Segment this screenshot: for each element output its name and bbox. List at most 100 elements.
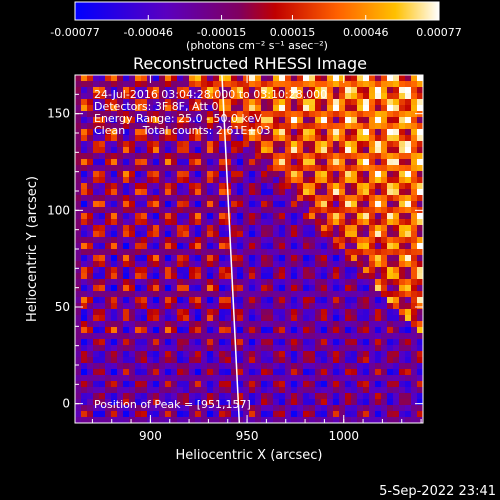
heatmap-cell — [81, 261, 88, 268]
heatmap-cell — [375, 405, 382, 412]
heatmap-cell — [213, 189, 220, 196]
heatmap-cell — [363, 189, 370, 196]
heatmap-cell — [195, 141, 202, 148]
heatmap-cell — [321, 399, 328, 406]
heatmap-cell — [327, 189, 334, 196]
heatmap-cell — [105, 387, 112, 394]
heatmap-cell — [267, 339, 274, 346]
heatmap-cell — [369, 303, 376, 310]
heatmap-cell — [411, 333, 418, 340]
heatmap-cell — [93, 135, 100, 142]
heatmap-cell — [81, 357, 88, 364]
heatmap-cell — [351, 213, 358, 220]
heatmap-cell — [345, 381, 352, 388]
heatmap-cell — [399, 183, 406, 190]
heatmap-cell — [273, 417, 280, 423]
heatmap-cell — [111, 93, 118, 100]
heatmap-cell — [327, 333, 334, 340]
heatmap-cell — [105, 117, 112, 124]
heatmap-cell — [135, 159, 142, 166]
heatmap-cell — [405, 105, 412, 112]
heatmap-cell — [315, 243, 322, 250]
heatmap-cell — [207, 285, 214, 292]
heatmap-cell — [405, 411, 412, 418]
heatmap-cell — [255, 285, 262, 292]
heatmap-cell — [129, 333, 136, 340]
heatmap-cell — [225, 351, 232, 358]
heatmap-cell — [159, 75, 166, 82]
heatmap-cell — [105, 147, 112, 154]
heatmap-cell — [309, 285, 316, 292]
heatmap-cell — [141, 345, 148, 352]
heatmap-cell — [393, 153, 400, 160]
heatmap-cell — [219, 93, 226, 100]
heatmap-cell — [405, 387, 412, 394]
heatmap-cell — [321, 87, 328, 94]
heatmap-cell — [351, 309, 358, 316]
heatmap-cell — [135, 375, 142, 382]
heatmap-cell — [345, 153, 352, 160]
heatmap-cell — [405, 171, 412, 178]
heatmap-cell — [315, 189, 322, 196]
heatmap-cell — [375, 363, 382, 370]
heatmap-cell — [129, 129, 136, 136]
heatmap-cell — [213, 213, 220, 220]
heatmap-cell — [87, 393, 94, 400]
heatmap-cell — [177, 303, 184, 310]
heatmap-cell — [399, 117, 406, 124]
heatmap-cell — [399, 195, 406, 202]
heatmap-cell — [327, 399, 334, 406]
heatmap-cell — [357, 147, 364, 154]
heatmap-cell — [159, 375, 166, 382]
heatmap-cell — [273, 195, 280, 202]
heatmap-cell — [207, 417, 214, 423]
heatmap-cell — [345, 369, 352, 376]
heatmap-cell — [393, 273, 400, 280]
heatmap-cell — [249, 303, 256, 310]
heatmap-cell — [249, 219, 256, 226]
heatmap-cell — [183, 219, 190, 226]
heatmap-cell — [363, 411, 370, 418]
heatmap-cell — [81, 279, 88, 286]
heatmap-cell — [243, 387, 250, 394]
heatmap-cell — [399, 267, 406, 274]
heatmap-cell — [87, 135, 94, 142]
heatmap-cell — [87, 225, 94, 232]
heatmap-cell — [327, 393, 334, 400]
heatmap-cell — [207, 381, 214, 388]
heatmap-cell — [255, 207, 262, 214]
heatmap-cell — [321, 165, 328, 172]
heatmap-cell — [237, 231, 244, 238]
heatmap-cell — [147, 111, 154, 118]
heatmap-cell — [327, 153, 334, 160]
heatmap-cell — [147, 177, 154, 184]
heatmap-cell — [309, 381, 316, 388]
heatmap-cell — [273, 339, 280, 346]
heatmap-cell — [249, 411, 256, 418]
heatmap-cell — [183, 171, 190, 178]
heatmap-cell — [393, 417, 400, 423]
heatmap-cell — [129, 93, 136, 100]
heatmap-cell — [333, 111, 340, 118]
heatmap-cell — [339, 351, 346, 358]
heatmap-cell — [207, 261, 214, 268]
heatmap-cell — [405, 195, 412, 202]
heatmap-cell — [99, 243, 106, 250]
heatmap-cell — [159, 303, 166, 310]
heatmap-cell — [183, 129, 190, 136]
heatmap-cell — [351, 75, 358, 82]
heatmap-cell — [327, 351, 334, 358]
heatmap-cell — [177, 165, 184, 172]
heatmap-cell — [363, 363, 370, 370]
heatmap-cell — [309, 87, 316, 94]
heatmap-cell — [315, 213, 322, 220]
heatmap-cell — [243, 291, 250, 298]
heatmap-cell — [411, 321, 418, 328]
heatmap-cell — [273, 225, 280, 232]
heatmap-cell — [165, 291, 172, 298]
heatmap-cell — [237, 183, 244, 190]
heatmap-cell — [153, 135, 160, 142]
heatmap-cell — [159, 171, 166, 178]
heatmap-cell — [393, 363, 400, 370]
